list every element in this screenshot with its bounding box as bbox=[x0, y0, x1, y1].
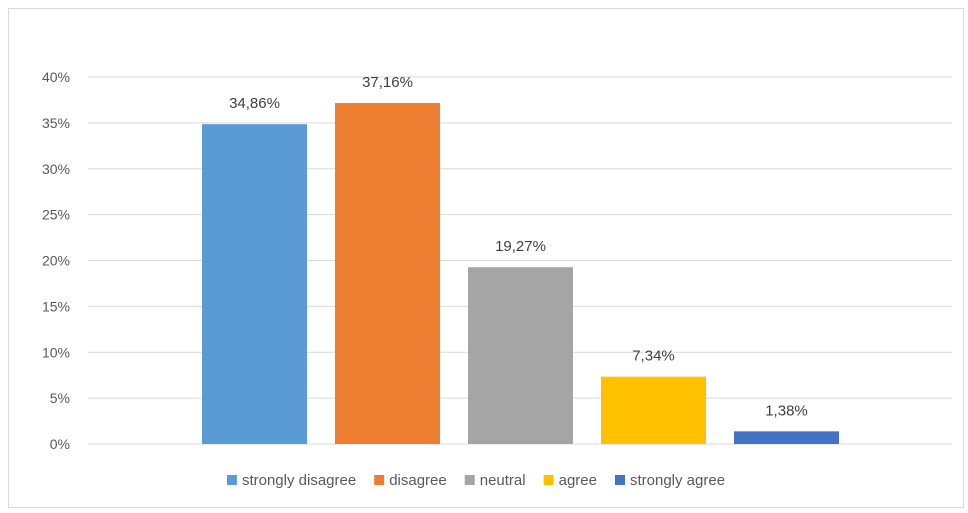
data-label: 7,34% bbox=[632, 348, 675, 365]
y-tick-label: 15% bbox=[42, 298, 70, 314]
legend-item-neutral: neutral bbox=[464, 472, 526, 489]
bar-strongly-agree bbox=[734, 431, 839, 444]
legend-item-strongly-disagree: strongly disagree bbox=[226, 472, 356, 489]
bar-agree bbox=[601, 376, 706, 444]
y-tick-label: 25% bbox=[42, 207, 70, 223]
legend-swatch bbox=[226, 475, 237, 485]
y-tick-label: 35% bbox=[42, 115, 70, 131]
data-label: 34,86% bbox=[229, 95, 280, 112]
y-tick-label: 40% bbox=[42, 69, 70, 85]
legend-label: agree bbox=[559, 472, 597, 489]
legend-swatch bbox=[543, 475, 554, 485]
legend-label: disagree bbox=[389, 472, 447, 489]
legend-swatch bbox=[464, 475, 475, 485]
y-tick-label: 0% bbox=[50, 436, 70, 452]
y-tick-label: 30% bbox=[42, 161, 70, 177]
legend-label: strongly disagree bbox=[242, 472, 356, 489]
data-labels: 34,86% 37,16% 19,27% 7,34% 1,38% bbox=[229, 74, 808, 419]
data-label: 19,27% bbox=[495, 238, 546, 255]
legend-item-agree: agree bbox=[543, 472, 597, 489]
legend-swatch bbox=[374, 475, 385, 485]
y-tick-label: 20% bbox=[42, 253, 70, 269]
data-label: 1,38% bbox=[765, 402, 808, 419]
legend: strongly disagree disagree neutral agree str… bbox=[226, 472, 725, 489]
bar-strongly-disagree bbox=[202, 124, 307, 445]
legend-item-strongly-agree: strongly agree bbox=[614, 472, 725, 489]
legend-label: strongly agree bbox=[630, 472, 725, 489]
legend-label: neutral bbox=[480, 472, 526, 489]
data-label: 37,16% bbox=[362, 74, 413, 91]
y-tick-label: 10% bbox=[42, 344, 70, 360]
bars bbox=[202, 103, 839, 445]
bar-neutral bbox=[468, 267, 573, 444]
y-tick-label: 5% bbox=[50, 390, 70, 406]
y-axis-ticks: 0% 5% 10% 15% 20% 25% 30% 35% 40% bbox=[42, 69, 70, 452]
bar-disagree bbox=[335, 103, 440, 444]
legend-item-disagree: disagree bbox=[374, 472, 447, 489]
legend-swatch bbox=[614, 475, 625, 485]
